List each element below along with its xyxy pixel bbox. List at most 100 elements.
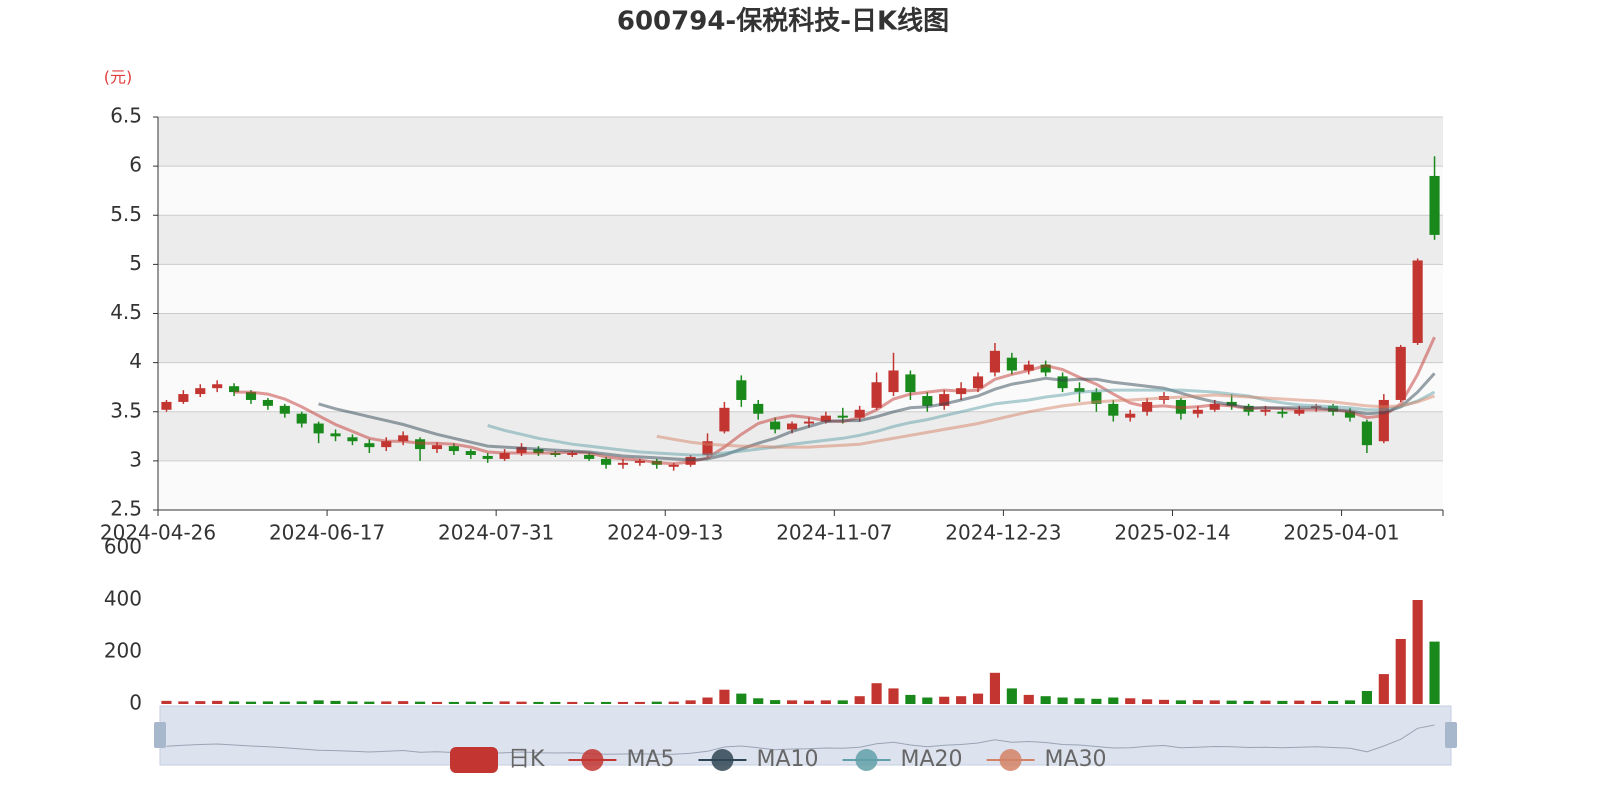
volume-bar: [719, 689, 730, 704]
volume-bar: [499, 701, 510, 704]
volume-bar: [330, 700, 341, 704]
volume-bar: [347, 701, 358, 704]
y-tick-label: 6.5: [110, 104, 142, 128]
volume-bar: [584, 702, 595, 704]
candle-body: [600, 458, 612, 465]
volume-bar: [1158, 699, 1170, 704]
candle-body: [516, 447, 527, 454]
volume-bar: [398, 701, 409, 704]
candle-body: [448, 446, 459, 452]
legend-swatch-dot[interactable]: [999, 749, 1022, 771]
ma-line: [318, 372, 1436, 462]
candle-body: [1006, 357, 1017, 371]
volume-bar: [1142, 699, 1153, 704]
candle-body: [820, 415, 831, 422]
volume-bar: [1260, 700, 1271, 704]
x-tick-label: 2025-04-01: [1283, 521, 1399, 545]
candle-body: [668, 464, 679, 467]
volume-bar: [888, 688, 899, 704]
volume-bar: [837, 700, 848, 704]
split-area: [158, 215, 1443, 265]
candle-body: [1040, 364, 1051, 373]
volume-tick-label: 400: [104, 587, 142, 611]
volume-bar: [1057, 697, 1068, 704]
candle-body: [905, 374, 916, 393]
zoom-handle[interactable]: [1445, 722, 1457, 748]
candle-body: [584, 454, 595, 459]
candle-body: [499, 453, 510, 459]
candle-body: [786, 423, 798, 430]
volume-bar: [1108, 697, 1119, 704]
candle-body: [702, 441, 713, 455]
candle-body: [1294, 409, 1305, 414]
ma-line: [487, 388, 1436, 457]
volume-bar: [1006, 688, 1017, 704]
zoom-handle[interactable]: [154, 722, 166, 748]
volume-bar: [820, 700, 831, 704]
candle-body: [1209, 403, 1220, 410]
volume-bar: [262, 701, 273, 704]
legend-label[interactable]: 日K: [508, 747, 545, 772]
volume-bar: [1277, 700, 1288, 704]
volume-bar: [567, 701, 578, 704]
x-tick-label: 2024-11-07: [776, 521, 892, 545]
volume-bar: [229, 701, 240, 704]
volume-bar: [161, 700, 172, 704]
split-area: [158, 166, 1443, 216]
volume-bar: [1192, 700, 1203, 704]
volume-bar: [871, 683, 882, 704]
x-tick-label: 2025-02-14: [1114, 521, 1230, 545]
candle-body: [634, 460, 645, 463]
candle-body: [364, 443, 375, 448]
candle-body: [1260, 409, 1271, 412]
candle-body: [431, 445, 443, 450]
candle-body: [1125, 413, 1136, 418]
zoom-slider[interactable]: [159, 705, 1452, 766]
volume-bar: [448, 701, 459, 704]
legend-swatch-dot[interactable]: [581, 749, 604, 771]
volume-bar: [1243, 700, 1254, 704]
split-area: [158, 264, 1443, 314]
candle-body: [1074, 388, 1085, 393]
volume-bar: [1378, 674, 1389, 704]
legend-label[interactable]: MA30: [1045, 747, 1107, 772]
legend-label[interactable]: MA5: [626, 747, 674, 772]
candle-body: [533, 449, 544, 454]
volume-bar: [956, 696, 967, 704]
legend-swatch[interactable]: [450, 747, 498, 773]
volume-bar: [1294, 700, 1305, 704]
volume-bar: [803, 700, 815, 704]
x-tick-label: 2024-06-17: [269, 521, 385, 545]
candle-body: [465, 451, 476, 455]
y-tick-label: 5: [129, 251, 142, 275]
volume-bar: [972, 693, 984, 704]
candle-body: [871, 382, 882, 408]
candle-body: [753, 403, 764, 414]
candle-body: [1023, 364, 1034, 371]
candle-body: [347, 437, 358, 442]
volume-bar: [245, 701, 257, 704]
volume-bar: [1040, 696, 1051, 704]
volume-bar: [702, 697, 713, 704]
y-tick-label: 4.5: [110, 300, 142, 324]
candle-body: [972, 376, 984, 389]
candle-body: [939, 394, 950, 406]
chart-title: 600794-保税科技-日K线图: [617, 7, 949, 37]
volume-bar: [1412, 600, 1423, 704]
zoom-shadow: [166, 724, 1435, 755]
volume-bar: [1361, 691, 1372, 704]
volume-bar: [634, 701, 645, 704]
legend-swatch-dot[interactable]: [711, 749, 734, 771]
y-tick-label: 3: [129, 447, 142, 471]
candle-body: [617, 462, 629, 465]
candle-body: [161, 401, 172, 410]
legend-swatch-dot[interactable]: [855, 749, 878, 771]
x-tick-label: 2024-07-31: [438, 521, 554, 545]
y-tick-label: 3.5: [110, 398, 142, 422]
candle-body: [195, 388, 206, 395]
volume-bar: [431, 701, 443, 704]
y-tick-label: 2.5: [110, 497, 142, 521]
volume-bar: [1175, 700, 1186, 704]
legend-label[interactable]: MA20: [901, 747, 963, 772]
legend-label[interactable]: MA10: [756, 747, 818, 772]
